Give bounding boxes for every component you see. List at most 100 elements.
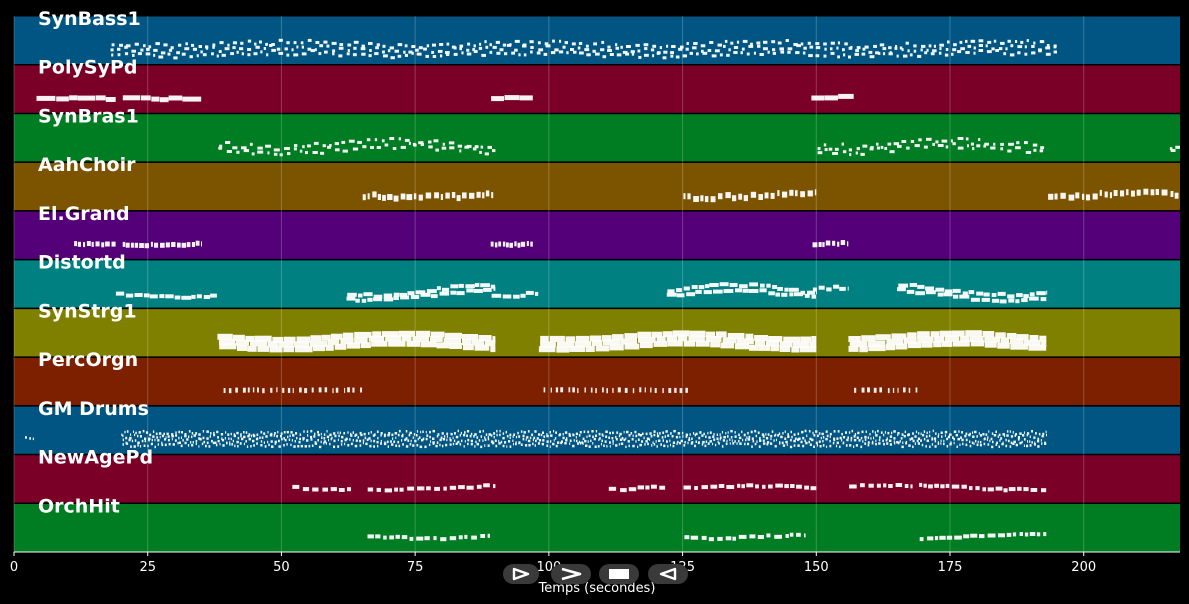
note xyxy=(934,483,939,488)
note xyxy=(855,49,859,53)
note xyxy=(854,52,859,56)
note xyxy=(780,435,783,439)
note xyxy=(687,441,689,445)
note xyxy=(176,51,180,55)
note xyxy=(359,444,362,447)
note xyxy=(254,335,272,342)
note xyxy=(917,442,920,445)
note xyxy=(893,142,900,146)
note xyxy=(765,340,779,346)
note xyxy=(909,438,912,441)
note xyxy=(796,44,801,48)
note xyxy=(690,330,706,337)
note xyxy=(122,95,141,101)
note xyxy=(653,443,656,446)
note xyxy=(804,533,806,538)
note xyxy=(260,444,263,447)
note xyxy=(357,436,359,439)
note xyxy=(453,439,456,442)
track-notes-4 xyxy=(74,240,849,249)
track-label-7: PercOrgn xyxy=(38,349,138,371)
note xyxy=(639,434,642,437)
note xyxy=(130,433,132,436)
note xyxy=(166,432,169,436)
note xyxy=(790,484,795,488)
note xyxy=(782,191,788,198)
note xyxy=(939,47,942,51)
note xyxy=(761,433,765,436)
note xyxy=(868,483,874,488)
note xyxy=(931,443,934,446)
note xyxy=(733,51,738,54)
note xyxy=(426,44,430,48)
note xyxy=(269,346,283,353)
note xyxy=(1021,440,1023,444)
note xyxy=(284,438,287,442)
play-button[interactable] xyxy=(503,564,539,584)
note xyxy=(812,287,817,292)
note xyxy=(371,340,388,347)
stop-button[interactable] xyxy=(599,564,639,584)
note xyxy=(349,438,351,441)
note xyxy=(1038,432,1041,436)
note xyxy=(257,150,264,154)
note xyxy=(500,440,503,444)
note xyxy=(604,440,607,443)
note xyxy=(130,242,134,248)
note xyxy=(811,336,817,342)
note xyxy=(229,443,231,446)
note xyxy=(362,194,366,201)
note xyxy=(198,437,201,440)
note xyxy=(513,433,515,436)
note xyxy=(763,40,768,44)
note xyxy=(930,52,935,56)
note xyxy=(519,95,533,101)
note xyxy=(620,442,624,445)
note xyxy=(117,47,121,51)
note xyxy=(192,441,194,444)
note xyxy=(344,387,346,393)
note xyxy=(181,242,187,248)
note xyxy=(302,145,305,149)
note xyxy=(775,438,777,442)
note xyxy=(145,52,151,56)
note xyxy=(139,435,142,438)
note xyxy=(549,335,565,342)
note xyxy=(277,430,279,434)
note xyxy=(467,438,470,442)
note xyxy=(302,487,310,492)
note xyxy=(894,441,896,445)
note xyxy=(856,46,861,50)
fast-forward-button[interactable] xyxy=(551,564,591,584)
note xyxy=(397,43,403,47)
note xyxy=(462,334,479,340)
note xyxy=(543,435,546,438)
note xyxy=(327,145,331,149)
note xyxy=(965,51,970,54)
note xyxy=(395,444,398,447)
note xyxy=(478,335,492,341)
note xyxy=(1015,146,1021,150)
note xyxy=(807,190,813,197)
note xyxy=(236,339,250,346)
note xyxy=(679,435,681,439)
note xyxy=(95,241,100,247)
note xyxy=(705,440,708,443)
note xyxy=(435,444,438,448)
note xyxy=(759,53,764,56)
note xyxy=(812,431,814,435)
note xyxy=(414,439,417,443)
note xyxy=(541,442,544,446)
note xyxy=(321,334,331,341)
x-tick-label: 50 xyxy=(273,560,290,575)
note xyxy=(951,330,965,337)
note xyxy=(618,443,620,446)
rewind-button[interactable] xyxy=(648,564,688,584)
note xyxy=(416,330,431,337)
note xyxy=(905,442,907,445)
note xyxy=(973,46,976,50)
note xyxy=(347,387,350,393)
note xyxy=(1016,293,1023,298)
note xyxy=(1000,41,1005,45)
note xyxy=(283,336,296,343)
